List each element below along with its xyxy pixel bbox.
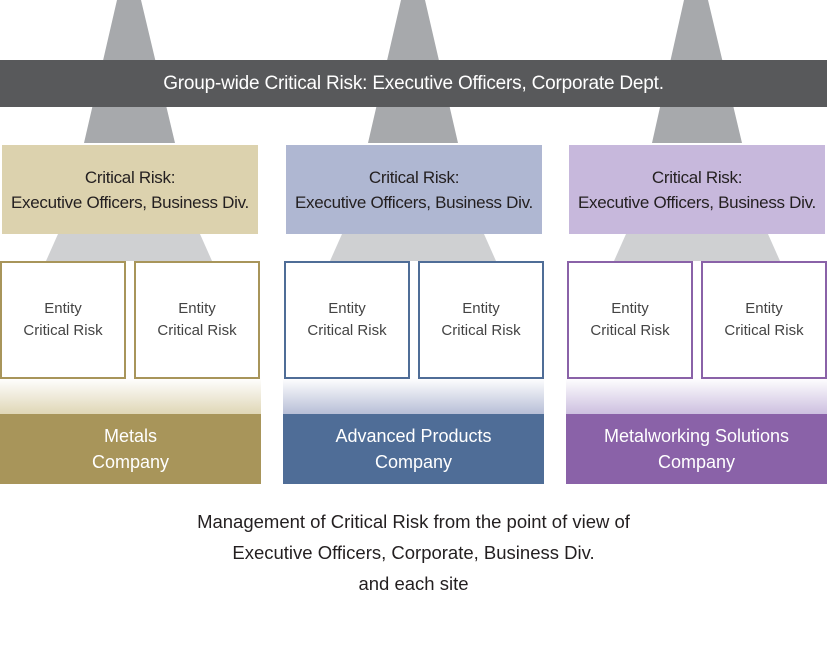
- company-box-metals: Metals Company: [0, 414, 261, 484]
- entity-line1: Entity: [328, 300, 366, 317]
- entity-box-metalworking-2: Entity Critical Risk: [701, 261, 827, 379]
- division-line1: Critical Risk:: [84, 167, 176, 187]
- entity-box-advanced-1: Entity Critical Risk: [284, 261, 410, 379]
- caption-line1: Management of Critical Risk from the poi…: [197, 511, 630, 532]
- entity-line1: Entity: [462, 300, 500, 317]
- pyramid-mid-advanced: [330, 234, 496, 261]
- caption-line2: Executive Officers, Corporate, Business …: [232, 542, 595, 563]
- division-box-metals: Critical Risk: Executive Officers, Busin…: [2, 145, 258, 234]
- fade-metals: [0, 378, 261, 414]
- division-line2: Executive Officers, Business Div.: [295, 192, 533, 212]
- company-line2: Company: [91, 452, 170, 472]
- entity-line2: Critical Risk: [307, 322, 387, 339]
- division-box-metalworking: Critical Risk: Executive Officers, Busin…: [569, 145, 825, 234]
- company-line1: Metalworking Solutions: [603, 426, 790, 446]
- diagram-caption: Management of Critical Risk from the poi…: [0, 506, 827, 599]
- entity-line2: Critical Risk: [590, 322, 670, 339]
- fade-advanced: [283, 378, 544, 414]
- division-line2: Executive Officers, Business Div.: [578, 192, 816, 212]
- pyramid-mid-metals: [46, 234, 212, 261]
- company-line2: Company: [374, 452, 453, 472]
- division-line1: Critical Risk:: [651, 167, 743, 187]
- division-line2: Executive Officers, Business Div.: [11, 192, 249, 212]
- company-line2: Company: [657, 452, 736, 472]
- entity-line2: Critical Risk: [441, 322, 521, 339]
- entity-box-metals-2: Entity Critical Risk: [134, 261, 260, 379]
- company-line1: Advanced Products: [335, 426, 492, 446]
- banner-text: Group-wide Critical Risk: Executive Offi…: [163, 72, 664, 94]
- division-line1: Critical Risk:: [368, 167, 460, 187]
- division-box-advanced: Critical Risk: Executive Officers, Busin…: [286, 145, 542, 234]
- entity-line2: Critical Risk: [23, 322, 103, 339]
- entity-line1: Entity: [745, 300, 783, 317]
- entity-line2: Critical Risk: [157, 322, 237, 339]
- entity-line1: Entity: [44, 300, 82, 317]
- entity-line2: Critical Risk: [724, 322, 804, 339]
- caption-line3: and each site: [358, 573, 469, 594]
- group-wide-banner: Group-wide Critical Risk: Executive Offi…: [0, 60, 827, 107]
- entity-line1: Entity: [178, 300, 216, 317]
- entity-line1: Entity: [611, 300, 649, 317]
- pyramid-mid-metalworking: [614, 234, 780, 261]
- company-line1: Metals: [103, 426, 157, 446]
- fade-metalworking: [566, 378, 827, 414]
- entity-box-advanced-2: Entity Critical Risk: [418, 261, 544, 379]
- company-box-metalworking: Metalworking Solutions Company: [566, 414, 827, 484]
- entity-box-metals-1: Entity Critical Risk: [0, 261, 126, 379]
- entity-box-metalworking-1: Entity Critical Risk: [567, 261, 693, 379]
- company-box-advanced: Advanced Products Company: [283, 414, 544, 484]
